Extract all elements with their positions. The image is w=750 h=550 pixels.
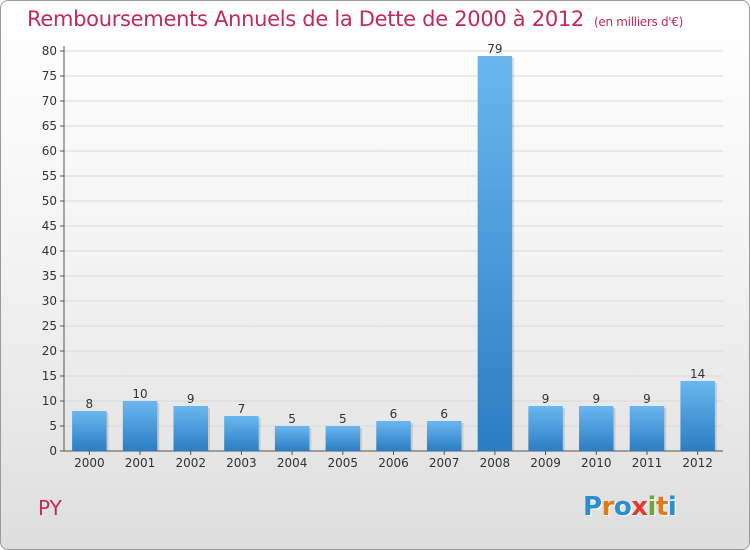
x-tick-label: 2000 <box>74 456 105 470</box>
y-tick-label: 5 <box>49 419 57 433</box>
bar-2010 <box>579 406 614 451</box>
y-tick-label: 30 <box>42 294 57 308</box>
bar-2009 <box>528 406 563 451</box>
y-tick-label: 15 <box>42 369 57 383</box>
logo-letter: i <box>647 492 657 522</box>
commune-name: PY <box>38 496 62 520</box>
value-label: 9 <box>187 392 195 406</box>
proxiti-logo: Proxiti <box>583 492 677 522</box>
y-tick-label: 80 <box>42 44 57 58</box>
logo-letter: x <box>631 492 648 522</box>
chart-title: Remboursements Annuels de la Dette de 20… <box>27 7 683 31</box>
value-label: 6 <box>390 407 398 421</box>
bar-2008 <box>477 56 513 451</box>
logo-letter: r <box>601 492 615 522</box>
logo-letter: i <box>667 492 677 522</box>
value-label: 10 <box>132 387 147 401</box>
logo-letter: o <box>613 492 632 522</box>
bar-2000 <box>72 411 107 451</box>
x-tick-label: 2008 <box>480 456 511 470</box>
x-tick-label: 2003 <box>226 456 257 470</box>
x-tick-label: 2006 <box>378 456 409 470</box>
y-tick-label: 55 <box>42 169 57 183</box>
y-tick-label: 45 <box>42 219 57 233</box>
bar-2001 <box>122 401 158 451</box>
value-label: 7 <box>238 402 246 416</box>
value-label: 9 <box>542 392 550 406</box>
bar-2006 <box>376 421 411 451</box>
value-label: 9 <box>643 392 651 406</box>
bar-2005 <box>325 426 361 451</box>
logo-letter: t <box>655 492 668 522</box>
y-tick-label: 75 <box>42 69 57 83</box>
y-tick-label: 25 <box>42 319 57 333</box>
value-label: 79 <box>487 42 502 56</box>
value-label: 14 <box>690 367 705 381</box>
x-tick-label: 2010 <box>581 456 612 470</box>
x-tick-label: 2001 <box>125 456 156 470</box>
x-tick-label: 2002 <box>175 456 206 470</box>
y-tick-label: 35 <box>42 269 57 283</box>
y-tick-label: 65 <box>42 119 57 133</box>
bar-2003 <box>224 416 259 451</box>
x-tick-label: 2009 <box>530 456 561 470</box>
bar-2002 <box>173 406 208 451</box>
chart-title-text: Remboursements Annuels de la Dette de 20… <box>27 7 584 31</box>
value-label: 6 <box>440 407 448 421</box>
y-tick-label: 20 <box>42 344 57 358</box>
bar-2012 <box>680 381 715 451</box>
y-tick-label: 50 <box>42 194 57 208</box>
value-label: 5 <box>288 412 296 426</box>
bar-2004 <box>274 426 310 451</box>
value-label: 5 <box>339 412 347 426</box>
x-tick-label: 2007 <box>429 456 460 470</box>
x-tick-label: 2005 <box>328 456 359 470</box>
chart-unit-note: (en milliers d'€) <box>594 15 684 29</box>
y-tick-label: 0 <box>49 444 57 458</box>
y-tick-label: 70 <box>42 94 57 108</box>
x-tick-label: 2011 <box>632 456 663 470</box>
y-tick-label: 60 <box>42 144 57 158</box>
y-tick-label: 10 <box>42 394 57 408</box>
value-label: 8 <box>86 397 94 411</box>
x-tick-label: 2012 <box>682 456 713 470</box>
x-tick-label: 2004 <box>277 456 308 470</box>
logo-letter: P <box>583 492 602 522</box>
bar-2007 <box>426 421 462 451</box>
value-label: 9 <box>592 392 600 406</box>
y-tick-label: 40 <box>42 244 57 258</box>
bar-2011 <box>629 406 665 451</box>
